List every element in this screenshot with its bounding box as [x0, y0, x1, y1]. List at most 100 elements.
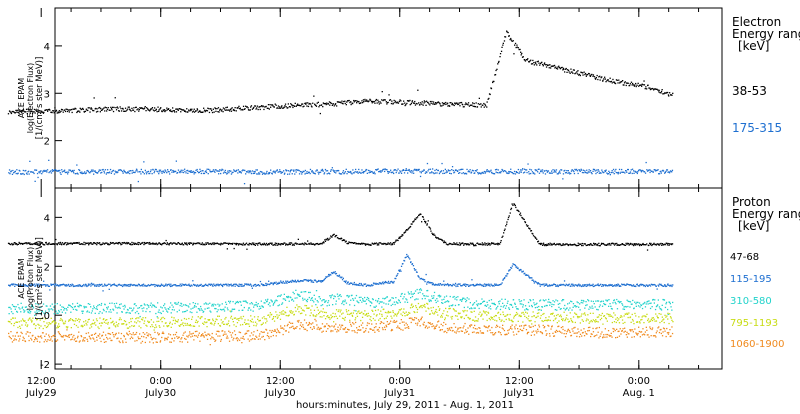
data-point-proton-1: [384, 281, 386, 284]
data-point-proton-2: [548, 301, 551, 303]
data-point-proton-3: [38, 324, 40, 326]
data-point-proton-0: [121, 243, 123, 245]
data-point-proton-1: [476, 284, 478, 286]
data-point-electron-0: [460, 102, 462, 104]
data-point-proton-2: [233, 308, 236, 310]
data-point-proton-1: [137, 285, 139, 287]
data-point-proton-1: [448, 284, 450, 286]
data-point-proton-0: [370, 244, 372, 246]
data-point-proton-1: [517, 267, 519, 269]
data-point-proton-1: [319, 280, 321, 282]
data-point-electron-0: [605, 81, 607, 83]
data-point-proton-0: [209, 243, 211, 245]
data-point-proton-0: [386, 243, 388, 245]
data-point-electron-0: [613, 81, 615, 83]
data-point-proton-1: [388, 282, 390, 284]
data-point-proton-1: [110, 284, 113, 287]
data-point-electron-0: [221, 109, 223, 111]
data-point-proton-0: [107, 243, 109, 245]
data-point-proton-0: [639, 244, 641, 247]
data-point-proton-1: [64, 285, 66, 287]
data-point-proton-0: [186, 244, 188, 246]
data-point-electron-0: [230, 110, 233, 112]
data-point-proton-1: [164, 285, 166, 287]
data-point-electron-0: [110, 107, 113, 110]
data-point-electron-1: [293, 170, 295, 172]
data-point-electron-0: [604, 76, 606, 78]
data-point-proton-2: [556, 300, 559, 302]
data-point-proton-1: [250, 285, 253, 287]
data-point-electron-1: [326, 173, 328, 175]
data-point-proton-0: [430, 230, 432, 232]
data-point-proton-1: [426, 281, 428, 283]
data-point-proton-1: [199, 284, 202, 286]
data-point-electron-1: [105, 173, 107, 175]
data-point-proton-3: [146, 325, 148, 327]
data-point-proton-2: [146, 308, 148, 310]
data-point-proton-0: [257, 244, 259, 246]
data-point-electron-0: [103, 107, 105, 109]
data-point-electron-0: [47, 110, 49, 112]
data-point-proton-0: [149, 243, 151, 245]
data-point-proton-2: [497, 305, 499, 307]
data-point-proton-1: [547, 285, 550, 287]
data-point-electron-0: [297, 103, 299, 105]
data-point-electron-1: [193, 173, 195, 175]
data-point-proton-2: [627, 305, 629, 308]
data-point-proton-3: [241, 318, 243, 320]
data-point-proton-2: [358, 296, 361, 299]
data-point-proton-0: [578, 243, 581, 245]
data-point-electron-1: [79, 169, 81, 172]
data-point-proton-0: [268, 243, 270, 245]
data-point-electron-0: [66, 110, 69, 113]
data-point-electron-0: [7, 113, 10, 115]
data-point-proton-0: [427, 220, 429, 222]
data-point-proton-1: [69, 284, 72, 286]
data-point-electron-0: [31, 110, 33, 112]
data-point-proton-0: [283, 242, 285, 244]
data-point-electron-0: [330, 102, 332, 104]
data-point-electron-1: [145, 173, 148, 175]
data-point-electron-1: [617, 171, 620, 174]
data-point-electron-0: [211, 109, 213, 112]
data-point-proton-0: [543, 243, 545, 246]
data-point-proton-2: [372, 298, 374, 301]
data-point-proton-2: [94, 312, 96, 314]
data-point-electron-1: [437, 169, 439, 172]
data-point-proton-2: [153, 304, 155, 306]
data-point-proton-0: [399, 237, 401, 239]
data-point-proton-0: [557, 243, 559, 245]
data-point-proton-1: [398, 270, 401, 272]
data-point-proton-1: [502, 278, 505, 280]
data-point-proton-3: [90, 324, 92, 326]
data-point-electron-1: [98, 169, 100, 171]
data-point-electron-0: [348, 99, 350, 102]
data-point-electron-1: [662, 170, 665, 172]
data-point-proton-2: [649, 307, 652, 310]
data-point-proton-1: [572, 284, 575, 286]
data-point-proton-1: [335, 273, 337, 275]
data-point-electron-0: [55, 110, 57, 112]
data-point-proton-0: [669, 243, 671, 245]
data-point-electron-1: [658, 173, 660, 175]
data-point-proton-2: [613, 299, 616, 301]
data-point-proton-2: [204, 308, 206, 310]
data-point-proton-0: [274, 244, 276, 246]
data-point-electron-0: [411, 101, 413, 103]
data-point-electron-1: [169, 173, 171, 175]
data-point-proton-0: [29, 242, 31, 244]
data-point-proton-1: [287, 281, 290, 283]
data-point-proton-0: [455, 243, 457, 246]
data-point-electron-0: [197, 111, 199, 113]
data-point-proton-2: [256, 304, 258, 306]
data-point-proton-2: [137, 312, 140, 315]
data-point-electron-0: [91, 108, 93, 110]
data-point-proton-2: [476, 305, 479, 307]
data-point-proton-1: [301, 280, 303, 282]
data-point-proton-2: [10, 308, 12, 310]
data-point-proton-0: [160, 243, 162, 245]
data-point-electron-0: [497, 63, 499, 65]
data-point-proton-2: [118, 306, 120, 308]
data-point-proton-2: [546, 304, 548, 307]
data-point-proton-2: [296, 297, 298, 299]
